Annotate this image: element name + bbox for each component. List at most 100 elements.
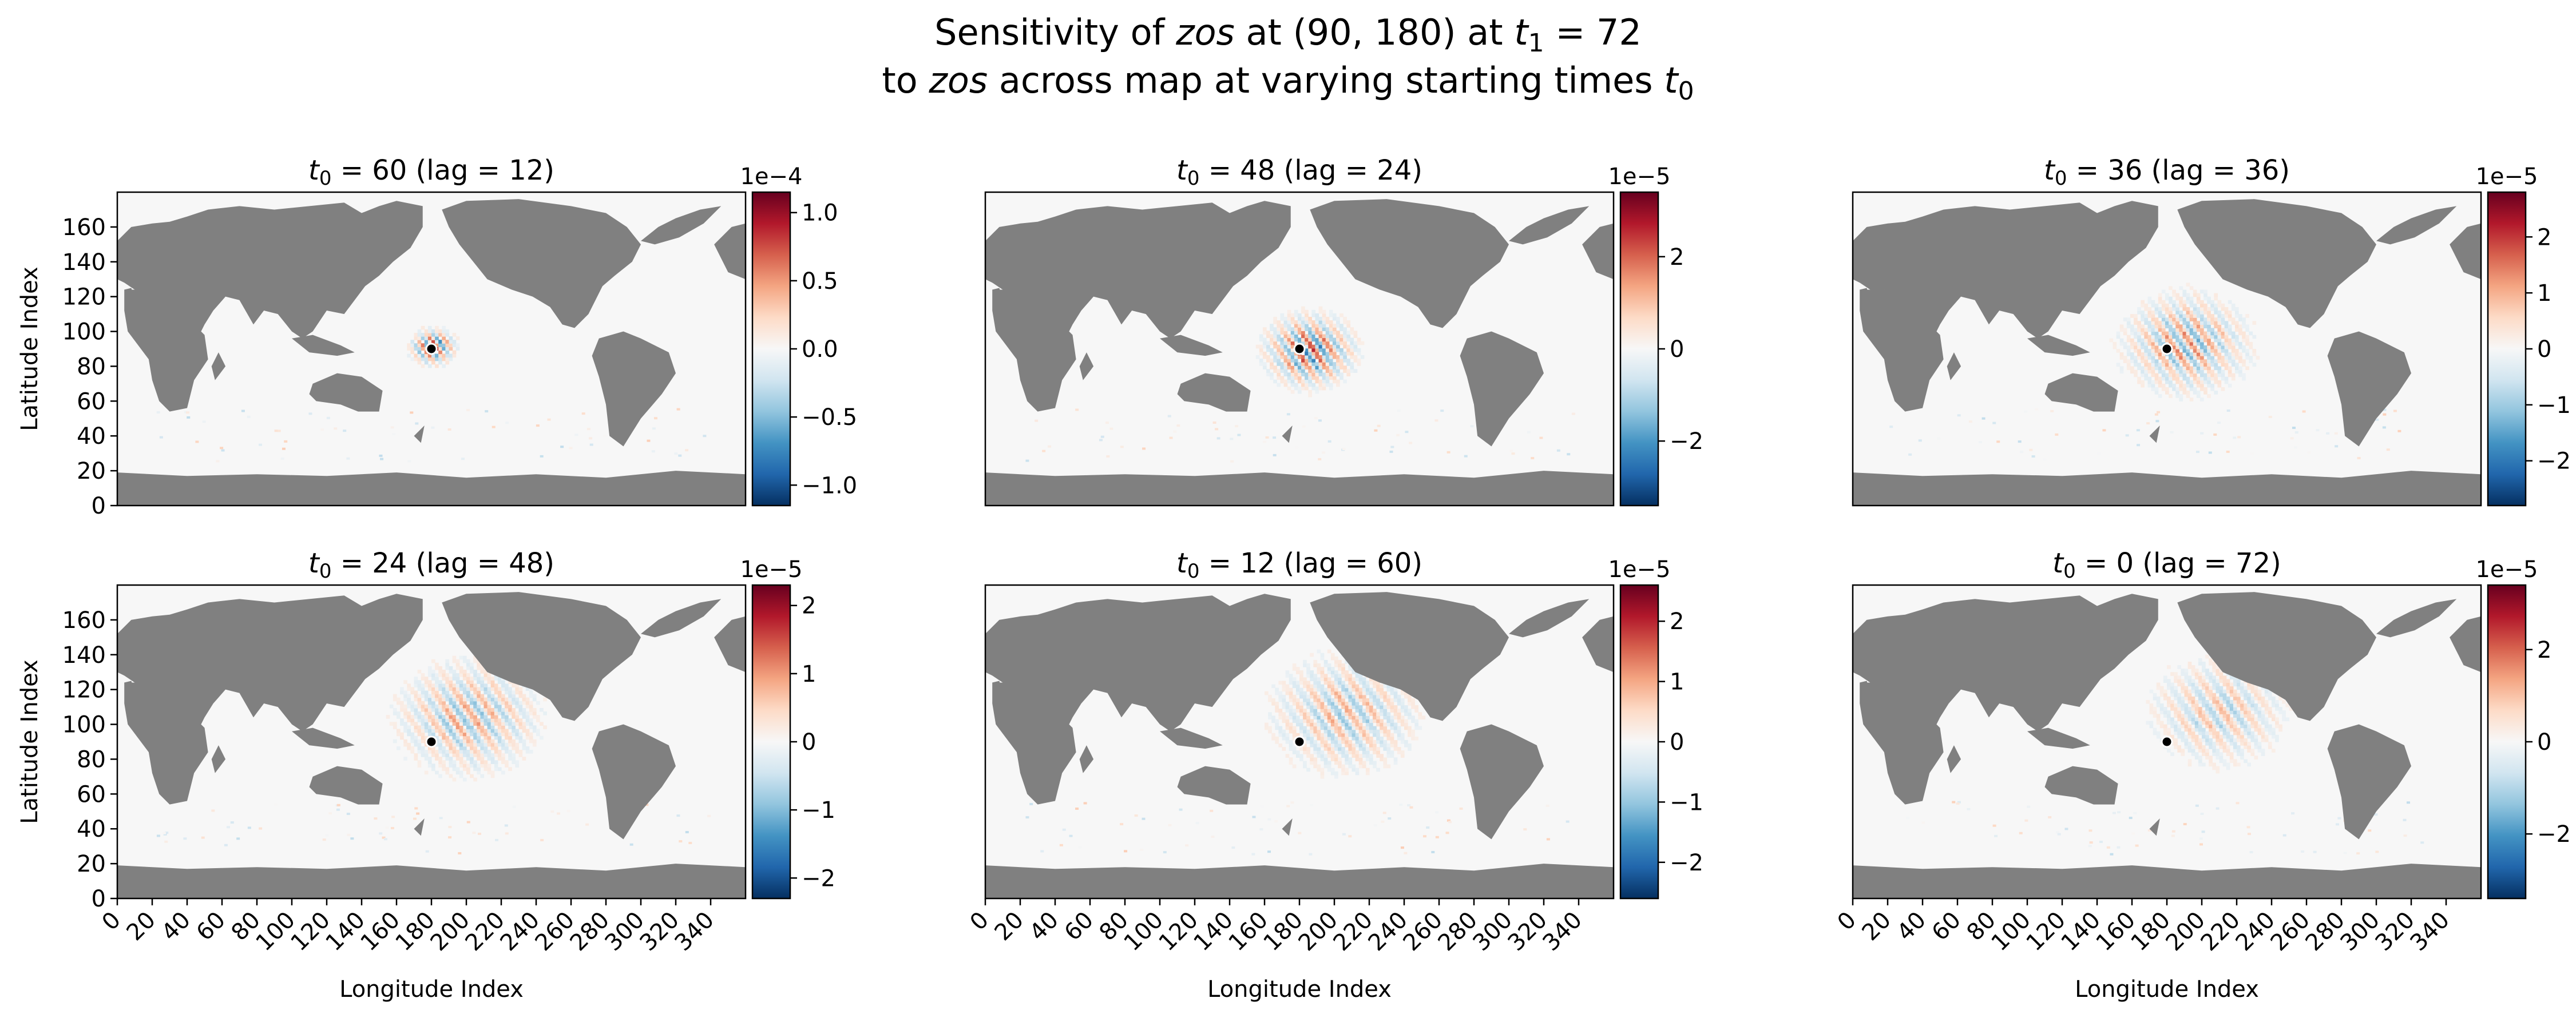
sensitivity-cell (2149, 707, 2154, 711)
sensitivity-cell (1386, 733, 1391, 737)
sensitivity-cell (505, 742, 509, 747)
sensitivity-cell (2187, 682, 2192, 687)
sensitivity-cell (490, 718, 495, 722)
sensitivity-cell (494, 767, 498, 772)
sensitivity-cell (1376, 698, 1380, 702)
sensitivity-cell (2226, 717, 2230, 722)
sensitivity-cell (449, 746, 453, 750)
sensitivity-cell (2222, 699, 2227, 704)
sensitivity-cell (1341, 670, 1345, 674)
y-tick-label: 0 (92, 886, 106, 912)
sensitivity-cell (1283, 348, 1288, 352)
sensitivity-cell (1305, 327, 1309, 331)
sensitivity-cell (1298, 832, 1302, 834)
sensitivity-cell (403, 697, 407, 702)
sensitivity-cell (1315, 369, 1319, 373)
sensitivity-cell (1231, 846, 1235, 849)
sensitivity-cell (1290, 334, 1295, 339)
sensitivity-cell (1332, 331, 1337, 335)
sensitivity-cell (2141, 352, 2145, 356)
sensitivity-cell (1322, 320, 1326, 324)
sensitivity-cell (2097, 452, 2101, 455)
sensitivity-cell (1317, 736, 1321, 741)
land-mass (2044, 373, 2118, 412)
sensitivity-cell (2224, 341, 2229, 346)
land-mass (2149, 425, 2160, 443)
sensitivity-cell (1308, 369, 1312, 373)
sensitivity-cell (494, 838, 498, 841)
sensitivity-cell (1283, 344, 1288, 349)
sensitivity-cell (1365, 681, 1370, 685)
sensitivity-cell (1310, 719, 1314, 723)
sensitivity-cell (421, 673, 425, 677)
sensitivity-cell (1306, 687, 1310, 692)
y-tick-label: 0 (92, 493, 106, 519)
sensitivity-cell (1355, 705, 1360, 709)
sensitivity-cell (2403, 818, 2407, 821)
sensitivity-cell (1294, 313, 1298, 317)
sensitivity-cell (1369, 757, 1373, 762)
sensitivity-cell (508, 739, 512, 743)
sensitivity-cell (1317, 743, 1321, 747)
sensitivity-cell (2202, 675, 2206, 679)
sensitivity-cell (1268, 726, 1272, 730)
sensitivity-cell (512, 746, 516, 750)
sensitivity-cell (2234, 369, 2239, 374)
title-line-1: Sensitivity of zos at (90, 180) at t1 = … (934, 11, 1642, 58)
sensitivity-cell (2217, 341, 2222, 346)
sensitivity-cell (2204, 303, 2208, 308)
sensitivity-cell (2210, 303, 2214, 308)
land-mass (2376, 599, 2457, 638)
sensitivity-cell (2242, 376, 2246, 381)
land-mass (1509, 206, 1590, 245)
sensitivity-cell (2193, 317, 2197, 321)
sensitivity-cell (2202, 714, 2206, 718)
sensitivity-cell (1380, 691, 1384, 695)
sensitivity-cell (2194, 669, 2199, 673)
sensitivity-cell (2217, 300, 2222, 304)
sensitivity-cell (2175, 328, 2179, 332)
sensitivity-cell (417, 746, 422, 750)
sensitivity-cell (1339, 355, 1344, 359)
sensitivity-cell (2147, 380, 2152, 384)
sensitivity-cell (1369, 743, 1373, 747)
sensitivity-cell (1282, 701, 1286, 706)
sensitivity-cell (1341, 736, 1345, 741)
land-mass (992, 681, 1003, 693)
colorbar-tick-label: 0.5 (802, 268, 838, 295)
sensitivity-cell (2207, 321, 2211, 325)
sensitivity-cell (2161, 317, 2166, 321)
sensitivity-cell (1306, 747, 1310, 751)
sensitivity-cell (2194, 686, 2199, 690)
sensitivity-cell (2249, 356, 2253, 360)
sensitivity-cell (1287, 334, 1291, 339)
sensitivity-cell (1306, 667, 1310, 671)
sensitivity-cell (1212, 421, 1216, 424)
sensitivity-cell (2234, 321, 2239, 325)
sensitivity-cell (1259, 348, 1263, 352)
sensitivity-cell (1937, 437, 1941, 440)
sensitivity-cell (452, 704, 457, 709)
sensitivity-cell (1390, 698, 1394, 702)
sensitivity-cell (1408, 733, 1412, 737)
sensitivity-cell (1311, 331, 1316, 335)
sensitivity-cell (494, 760, 498, 764)
sensitivity-cell (2228, 311, 2232, 315)
sensitivity-cell (445, 742, 450, 747)
sensitivity-cell (2257, 699, 2262, 704)
sensitivity-cell (1362, 712, 1366, 716)
sensitivity-cell (1327, 733, 1331, 737)
sensitivity-cell (424, 357, 429, 361)
sensitivity-cell (1327, 729, 1331, 734)
sensitivity-cell (1285, 709, 1290, 713)
land-mass (1860, 682, 1944, 805)
sensitivity-cell (2254, 696, 2258, 701)
sensitivity-cell (417, 715, 422, 719)
sensitivity-cell (391, 816, 395, 818)
sensitivity-cell (473, 735, 477, 740)
sensitivity-cell (512, 753, 516, 757)
sensitivity-cell (438, 729, 442, 733)
sensitivity-cell (407, 746, 411, 750)
sensitivity-cell (1369, 729, 1373, 734)
sensitivity-cell (2254, 717, 2258, 722)
